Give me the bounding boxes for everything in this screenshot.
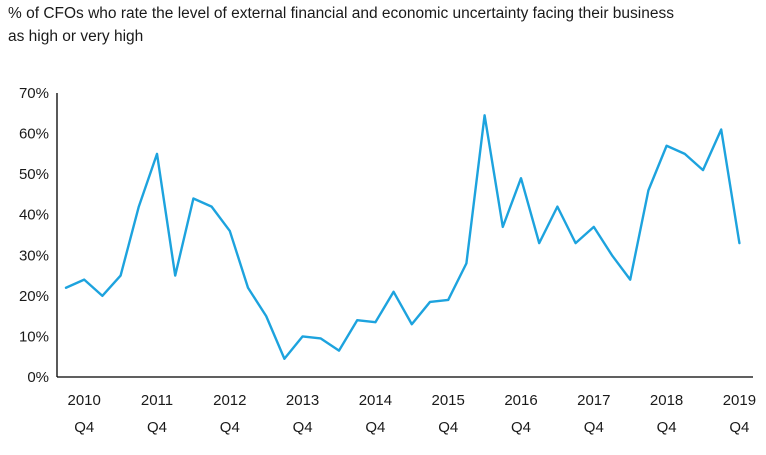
x-tick-quarter-label: Q4 bbox=[293, 419, 313, 436]
y-tick-label: 50% bbox=[19, 166, 49, 183]
x-tick-quarter-label: Q4 bbox=[584, 419, 604, 436]
y-tick-label: 40% bbox=[19, 207, 49, 224]
x-tick-quarter-label: Q4 bbox=[729, 419, 749, 436]
x-tick-year-label: 2017 bbox=[577, 392, 610, 409]
y-tick-label: 20% bbox=[19, 288, 49, 305]
y-tick-label: 0% bbox=[27, 369, 49, 386]
x-tick-year-label: 2012 bbox=[213, 392, 246, 409]
y-tick-label: 30% bbox=[19, 247, 49, 264]
x-tick-year-label: 2016 bbox=[504, 392, 537, 409]
y-tick-label: 70% bbox=[19, 85, 49, 102]
x-tick-year-label: 2011 bbox=[141, 392, 173, 409]
x-tick-year-label: 2010 bbox=[68, 392, 101, 409]
x-tick-year-label: 2015 bbox=[432, 392, 465, 409]
line-chart: 0% 10% 20% 30% 40% 50% 60% 70% 2010 Q4 2011 Q4 2012 Q… bbox=[19, 85, 756, 436]
x-tick-year-label: 2018 bbox=[650, 392, 683, 409]
x-tick-quarter-label: Q4 bbox=[438, 419, 458, 436]
x-tick-year-label: 2013 bbox=[286, 392, 319, 409]
y-tick-label: 60% bbox=[19, 126, 49, 143]
x-tick-quarter-label: Q4 bbox=[74, 419, 94, 436]
x-tick-quarter-label: Q4 bbox=[220, 419, 240, 436]
x-tick-quarter-label: Q4 bbox=[657, 419, 677, 436]
x-tick-year-label: 2014 bbox=[359, 392, 392, 409]
uncertainty-line bbox=[64, 114, 741, 360]
x-tick-year-label: 2019 bbox=[723, 392, 756, 409]
x-tick-quarter-label: Q4 bbox=[511, 419, 531, 436]
x-tick-quarter-label: Q4 bbox=[147, 419, 167, 436]
chart-title: % of CFOs who rate the level of external… bbox=[8, 5, 674, 46]
y-tick-label: 10% bbox=[19, 328, 49, 345]
x-tick-quarter-label: Q4 bbox=[365, 419, 385, 436]
